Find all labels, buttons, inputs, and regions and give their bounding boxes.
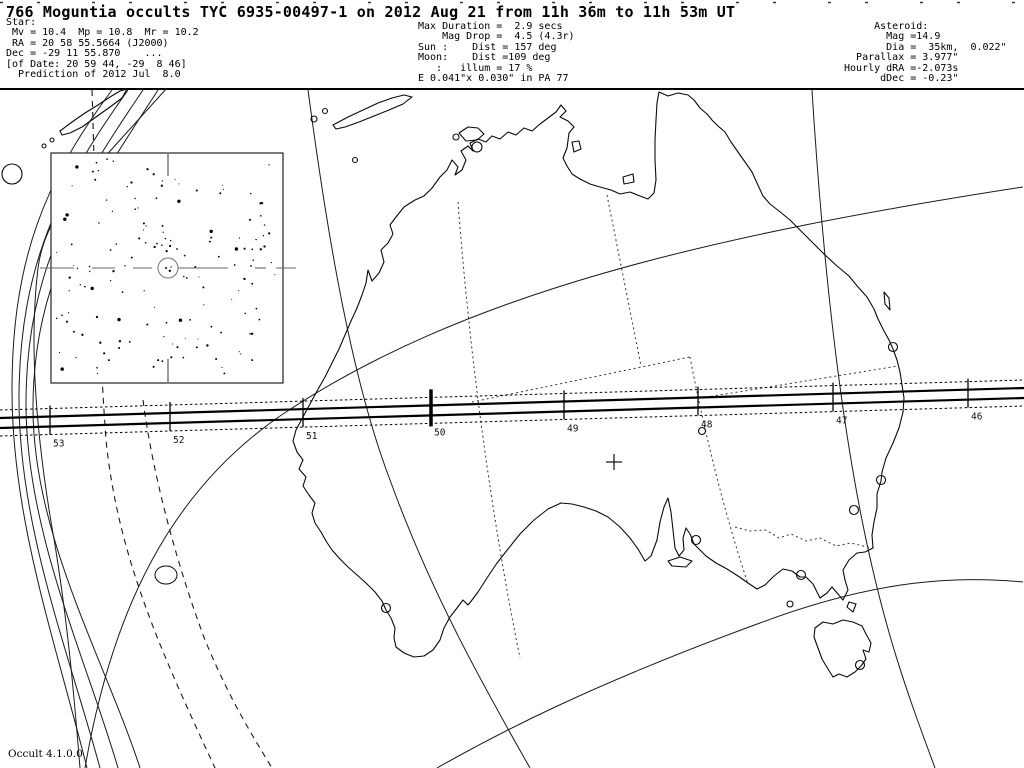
minute-label-52: 52 xyxy=(173,435,184,446)
city-markers xyxy=(380,141,899,671)
city-marker-darwin xyxy=(471,141,483,153)
minute-label-49: 49 xyxy=(567,423,579,434)
path-limit-line xyxy=(0,379,1024,411)
event-info-block: Max Duration = 2.9 secs Mag Drop = 4.5 (… xyxy=(418,21,575,85)
page-title: 766 Moguntia occults TYC 6935-00497-1 on… xyxy=(6,3,736,21)
coastlines xyxy=(1,88,905,678)
inset-starfield xyxy=(55,158,276,375)
software-version-label: Occult 4.1.0.0 xyxy=(8,748,83,760)
city-marker-adelaide xyxy=(690,534,702,546)
path-edge-line xyxy=(0,396,1024,430)
path-edge-line xyxy=(0,386,1024,420)
star-info-block: Star: Mv = 10.4 Mp = 10.8 Mr = 10.2 RA =… xyxy=(6,17,199,81)
minute-label-53: 53 xyxy=(53,439,64,450)
tasmania-coastline xyxy=(813,619,872,678)
path-minute-ticks: 53 52 51 50 49 48 47 46 xyxy=(49,378,983,450)
inset-target-star-circle xyxy=(157,257,179,279)
path-limit-line xyxy=(0,405,1024,437)
city-marker-inland-site xyxy=(697,426,707,436)
terminator-dashed-lines xyxy=(91,89,273,768)
minute-label-51: 51 xyxy=(306,431,318,442)
minute-label-46: 46 xyxy=(971,412,983,423)
asteroid-info-block: Asteroid: Mag =14.9 Dia = 35km, 0.022" P… xyxy=(844,21,1007,85)
minute-label-48: 48 xyxy=(701,420,713,431)
ocean-ellipse-marker xyxy=(154,565,178,585)
state-borders xyxy=(457,194,899,659)
map-center-cross xyxy=(606,454,622,470)
occultation-path xyxy=(0,379,1024,437)
australia-coastline xyxy=(292,91,905,658)
city-marker-perth xyxy=(380,602,392,614)
star-chart-inset xyxy=(40,152,296,384)
city-marker-brisbane xyxy=(887,341,899,353)
minute-label-47: 47 xyxy=(836,416,847,427)
city-marker-melbourne xyxy=(795,569,807,581)
city-marker-hobart xyxy=(854,659,866,671)
city-marker-sydney xyxy=(875,474,887,486)
city-marker-canberra xyxy=(848,504,860,516)
minute-label-50: 50 xyxy=(434,427,446,438)
